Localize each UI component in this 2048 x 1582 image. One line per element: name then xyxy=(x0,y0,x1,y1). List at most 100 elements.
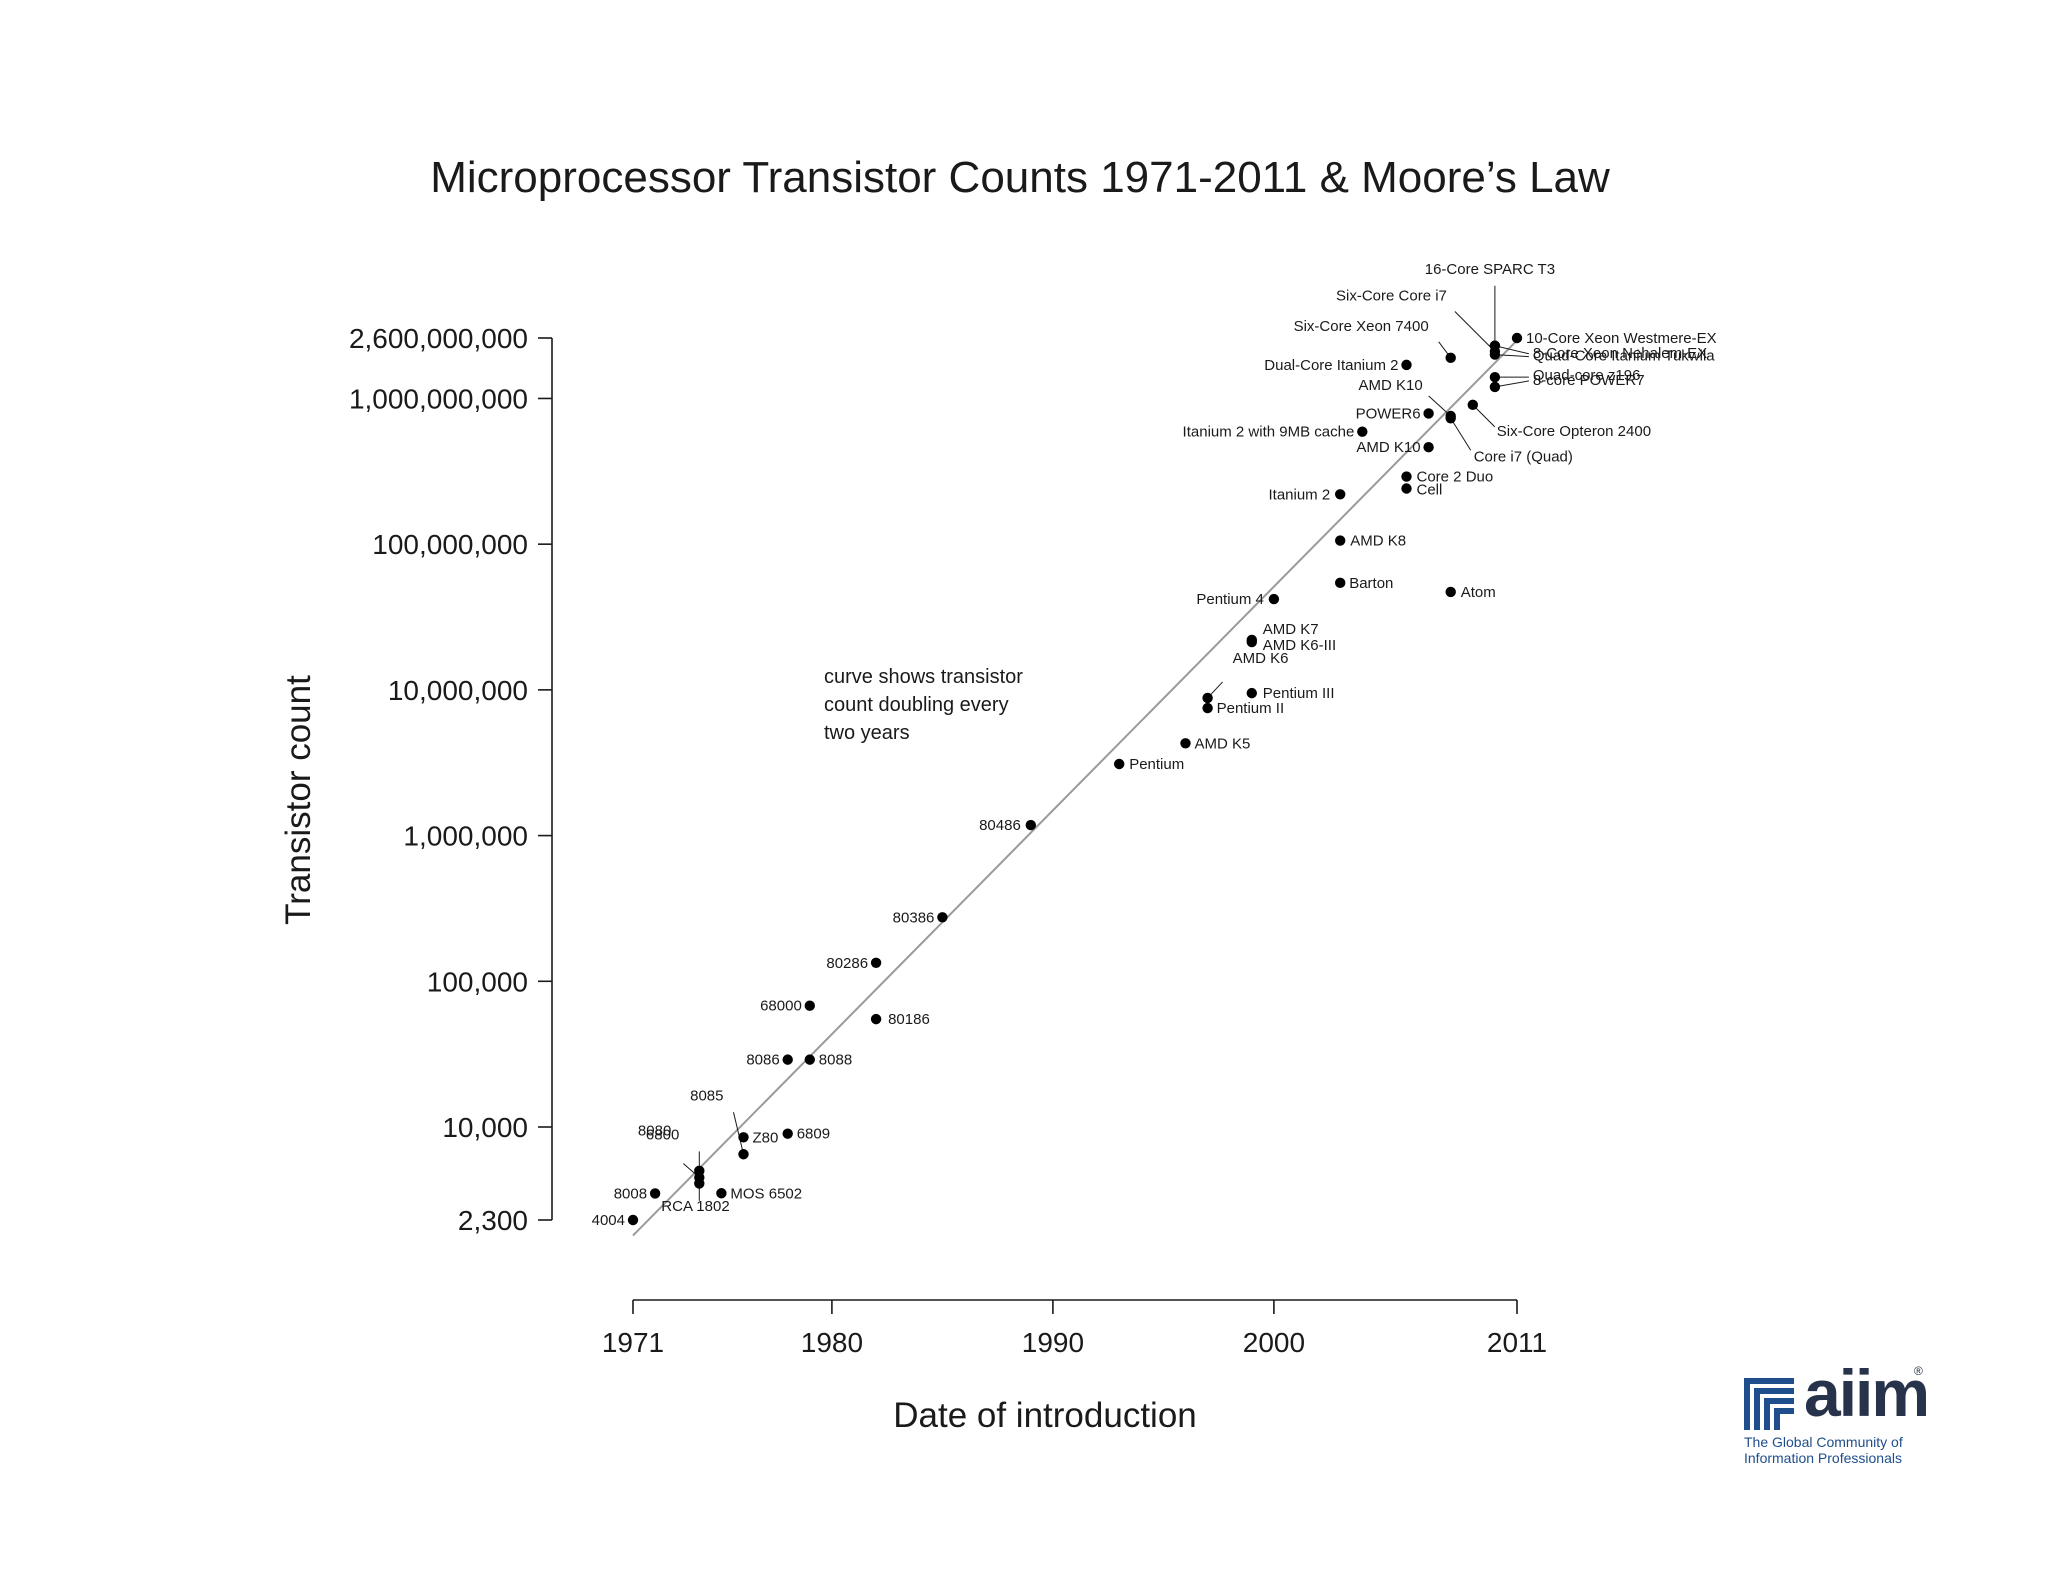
y-tick-label: 1,000,000,000 xyxy=(349,383,528,414)
y-axis-ticks: 2,300 10,000 100,000 1,000,000 10,000,000 100… xyxy=(349,323,552,1236)
data-point xyxy=(1180,738,1191,749)
data-point xyxy=(1114,758,1125,770)
data-point xyxy=(1445,352,1456,364)
x-tick-label: 1971 xyxy=(602,1327,664,1358)
data-point-label: 80486 xyxy=(979,817,1021,834)
y-tick-label: 100,000 xyxy=(427,966,528,997)
data-point-label: AMD K7 xyxy=(1263,621,1319,638)
data-point xyxy=(782,1054,793,1065)
data-point xyxy=(1335,489,1346,500)
data-point xyxy=(1489,381,1501,393)
aiim-logo: aiim ® The Global Community of Informati… xyxy=(1744,1358,1944,1480)
moores-law-trend-line xyxy=(632,339,1518,1237)
data-point-label: Quad-core z196 xyxy=(1533,367,1641,384)
data-point xyxy=(738,1149,749,1160)
y-tick-label: 100,000,000 xyxy=(372,529,528,560)
data-points: 4004 8008 8080 RCA 1802 6800 8085 Z80 MOS 6502 6… xyxy=(592,261,1717,1229)
registered-mark: ® xyxy=(1914,1364,1923,1378)
data-point-label: Pentium III xyxy=(1263,685,1335,702)
data-point xyxy=(1423,408,1434,419)
data-point xyxy=(1423,441,1434,453)
trend-annotation-line-1: curve shows transistor xyxy=(824,666,1023,688)
data-point-label: 6809 xyxy=(797,1126,830,1143)
aiim-wordmark: aiim xyxy=(1804,1356,1930,1430)
data-point xyxy=(1401,471,1412,482)
data-point-label: Barton xyxy=(1349,575,1393,592)
data-point-label: POWER6 xyxy=(1356,405,1421,422)
data-point-label: 68000 xyxy=(760,998,802,1015)
y-axis-title: Transistor count xyxy=(279,675,318,925)
data-point-label: 8-Core Xeon Nehalem-EX xyxy=(1533,345,1707,362)
data-point xyxy=(1246,634,1258,646)
data-point-label: 8086 xyxy=(746,1052,779,1069)
data-point xyxy=(694,1165,705,1177)
data-point xyxy=(1202,692,1213,704)
data-point-label: 8085 xyxy=(690,1087,723,1104)
data-point-label: 80186 xyxy=(888,1011,930,1028)
data-point-label: Six-Core Opteron 2400 xyxy=(1497,423,1651,440)
label-leader-line xyxy=(1494,380,1529,388)
label-leader-line xyxy=(1494,345,1530,355)
label-leader-line xyxy=(1494,354,1529,358)
label-leader-line xyxy=(1454,311,1496,352)
x-axis-title: Date of introduction xyxy=(893,1396,1197,1435)
data-point-label: AMD K5 xyxy=(1195,735,1251,752)
data-point xyxy=(782,1128,793,1139)
y-tick-label: 1,000,000 xyxy=(403,821,528,852)
data-point xyxy=(870,1013,882,1025)
data-point-label: 16-Core SPARC T3 xyxy=(1425,261,1555,278)
data-point-label: AMD K10 xyxy=(1358,377,1422,394)
data-point xyxy=(1335,577,1346,589)
data-point-label: Six-Core Core i7 xyxy=(1336,288,1447,305)
data-point-label: Itanium 2 with 9MB cache xyxy=(1183,424,1355,441)
data-point-label: AMD K6 xyxy=(1233,650,1289,667)
data-point xyxy=(1511,332,1523,344)
data-point-label: 10-Core Xeon Westmere-EX xyxy=(1526,330,1717,347)
data-point-label: Pentium II xyxy=(1217,700,1285,717)
data-point-label: MOS 6502 xyxy=(730,1185,802,1202)
label-leader-line xyxy=(1450,418,1472,451)
data-point-label: Itanium 2 xyxy=(1268,486,1330,503)
data-point-label: 8-core POWER7 xyxy=(1533,372,1645,389)
data-point xyxy=(804,1000,815,1011)
data-point xyxy=(1489,340,1501,351)
aiim-logo-mark-icon xyxy=(1744,1378,1794,1430)
chart-title: Microprocessor Transistor Counts 1971-20… xyxy=(430,153,1610,202)
x-tick-label: 2011 xyxy=(1487,1327,1547,1358)
data-point-label: Z80 xyxy=(753,1129,779,1146)
data-point-label: Cell xyxy=(1417,482,1443,499)
x-tick-label: 1990 xyxy=(1022,1327,1084,1358)
data-point xyxy=(1467,399,1479,411)
data-point xyxy=(1357,426,1368,437)
data-point-label: 8008 xyxy=(614,1185,647,1202)
data-point xyxy=(1401,483,1412,494)
x-axis-ticks: 1971 1980 1990 2000 2011 xyxy=(602,1300,1547,1358)
trend-annotation-line-2: count doubling every xyxy=(824,694,1009,716)
data-point xyxy=(1335,535,1346,546)
data-point xyxy=(738,1132,749,1143)
data-point-label: 8080 xyxy=(638,1123,671,1140)
aiim-tagline-line-1: The Global Community of xyxy=(1744,1434,1903,1450)
data-point-label: Core i7 (Quad) xyxy=(1474,448,1573,465)
data-point xyxy=(1489,371,1501,383)
aiim-tagline-line-2: Information Professionals xyxy=(1744,1450,1902,1466)
data-point-label: Atom xyxy=(1461,584,1496,601)
data-point xyxy=(694,1178,705,1189)
data-point xyxy=(804,1054,815,1065)
aiim-tagline: The Global Community of Information Prof… xyxy=(1744,1434,1903,1466)
data-point-label: Dual-Core Itanium 2 xyxy=(1264,357,1398,374)
data-point-label: Pentium xyxy=(1129,756,1184,773)
x-tick-label: 1980 xyxy=(801,1327,863,1358)
data-point xyxy=(1401,359,1412,371)
data-point-label: RCA 1802 xyxy=(661,1198,729,1215)
data-point-label: Quad-Core Itanium Tukwila xyxy=(1533,348,1715,365)
data-point xyxy=(1268,593,1280,605)
y-tick-label: 2,600,000,000 xyxy=(349,323,528,354)
data-point xyxy=(649,1188,661,1199)
data-point xyxy=(870,957,882,968)
data-point-label: 4004 xyxy=(592,1212,625,1229)
data-point-label: AMD K6-III xyxy=(1263,637,1336,654)
data-point xyxy=(716,1188,727,1199)
trend-annotation-line-3: two years xyxy=(824,722,910,744)
x-tick-label: 2000 xyxy=(1243,1327,1305,1358)
